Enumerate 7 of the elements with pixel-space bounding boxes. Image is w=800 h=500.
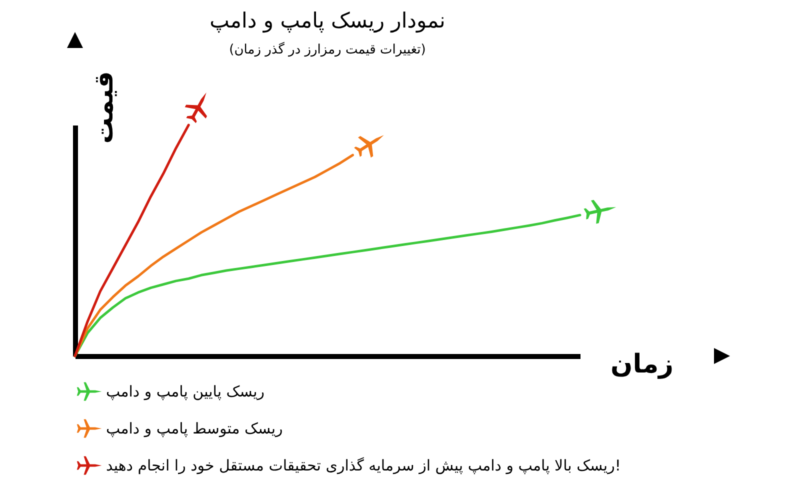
y-axis-title: قیمت	[90, 71, 120, 144]
x-axis-title: زمان	[610, 350, 674, 380]
chart-title: نمودار ریسک پامپ و دامپ	[210, 8, 446, 34]
legend-label: ریسک متوسط پامپ و دامپ	[106, 420, 283, 438]
chart-subtitle: (تغییرات قیمت رمزارز در گذر زمان)	[229, 42, 426, 58]
legend-label: ریسک پایین پامپ و دامپ	[106, 382, 265, 400]
legend-label: ریسک بالا پامپ و دامپ پیش از سرمایه گذاری تحقیقات مستقل خود را انجام دهید!	[106, 456, 621, 474]
